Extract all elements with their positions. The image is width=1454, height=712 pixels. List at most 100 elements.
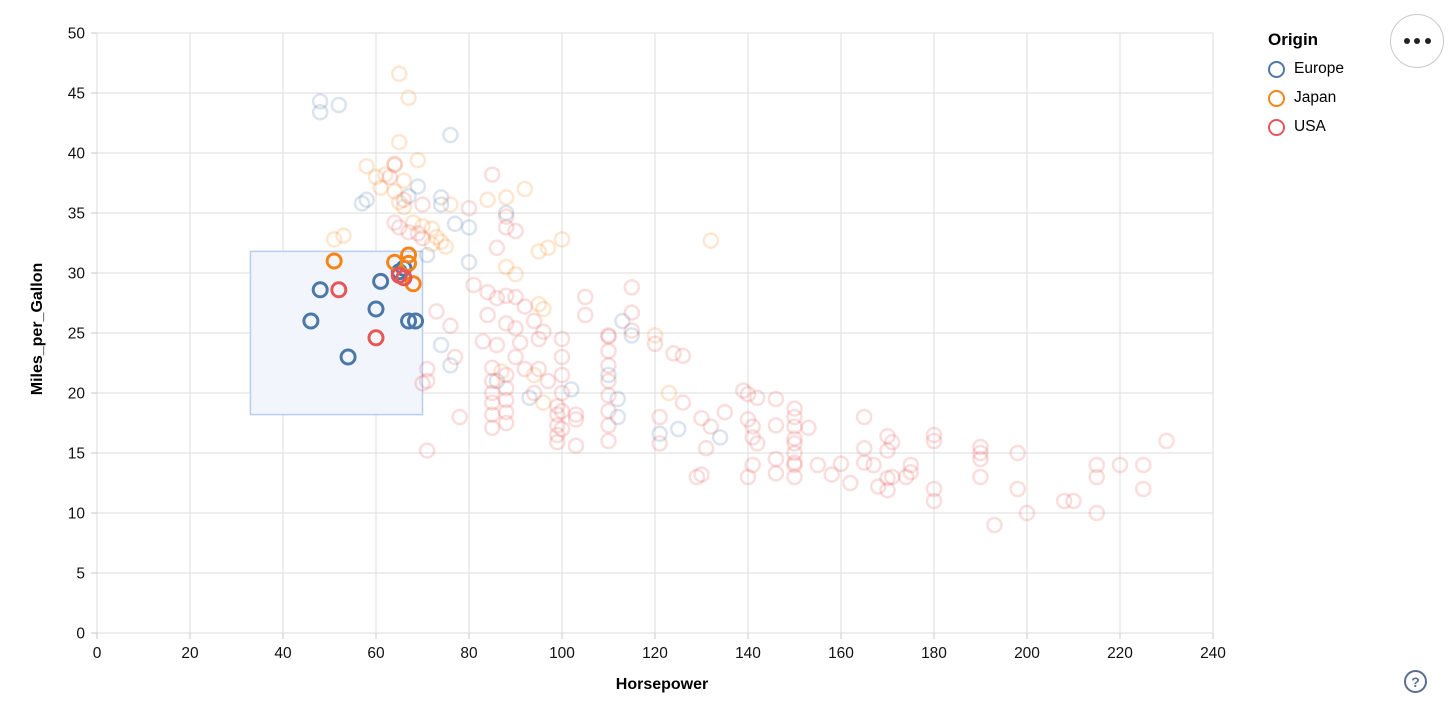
data-point[interactable] <box>925 492 943 510</box>
data-point[interactable] <box>744 429 761 446</box>
data-point[interactable] <box>460 199 478 217</box>
data-point[interactable] <box>986 516 1003 534</box>
data-point[interactable] <box>553 231 571 248</box>
data-point[interactable] <box>972 438 989 456</box>
data-point[interactable] <box>395 172 413 189</box>
data-point[interactable] <box>516 298 534 315</box>
data-point[interactable] <box>651 408 668 426</box>
data-point[interactable] <box>507 319 524 337</box>
data-point-selected[interactable] <box>400 246 418 264</box>
data-point-selected[interactable] <box>330 281 348 299</box>
data-point[interactable] <box>693 409 710 427</box>
data-point[interactable] <box>535 323 552 341</box>
data-point[interactable] <box>391 65 408 83</box>
data-point[interactable] <box>391 219 408 236</box>
data-point[interactable] <box>423 220 441 237</box>
data-point[interactable] <box>549 397 566 415</box>
data-point[interactable] <box>386 183 403 200</box>
data-point[interactable] <box>651 425 668 443</box>
data-point[interactable] <box>623 304 640 321</box>
data-point[interactable] <box>511 334 529 351</box>
data-point[interactable] <box>786 456 803 474</box>
data-point[interactable] <box>902 463 919 481</box>
data-point[interactable] <box>972 450 989 468</box>
data-point[interactable] <box>702 418 720 435</box>
data-point[interactable] <box>739 411 757 428</box>
data-point[interactable] <box>400 223 417 241</box>
data-point[interactable] <box>335 227 352 245</box>
data-point[interactable] <box>418 246 436 264</box>
data-point[interactable] <box>414 196 431 213</box>
data-point[interactable] <box>358 191 375 209</box>
data-point[interactable] <box>749 389 766 407</box>
data-point[interactable] <box>786 418 803 435</box>
data-point-selected[interactable] <box>311 281 329 299</box>
data-point[interactable] <box>418 372 436 390</box>
data-point[interactable] <box>600 327 617 344</box>
data-point[interactable] <box>600 417 617 434</box>
data-point[interactable] <box>539 372 557 390</box>
data-point[interactable] <box>739 468 757 486</box>
data-point[interactable] <box>437 238 454 255</box>
data-point[interactable] <box>972 468 989 486</box>
data-point[interactable] <box>842 474 859 492</box>
data-point[interactable] <box>623 322 640 339</box>
data-point[interactable] <box>386 156 403 174</box>
data-point-selected[interactable] <box>325 252 343 270</box>
data-point[interactable] <box>497 258 515 276</box>
data-point[interactable] <box>767 390 785 408</box>
data-point[interactable] <box>879 427 896 445</box>
data-point[interactable] <box>367 168 385 186</box>
data-point[interactable] <box>972 444 989 462</box>
data-point[interactable] <box>660 384 678 402</box>
data-point[interactable] <box>553 384 571 402</box>
data-point[interactable] <box>484 384 501 402</box>
data-point[interactable] <box>404 214 422 231</box>
data-point[interactable] <box>395 191 413 209</box>
data-point[interactable] <box>479 283 496 301</box>
data-point[interactable] <box>539 239 557 257</box>
data-point[interactable] <box>832 455 850 473</box>
data-point[interactable] <box>600 387 617 404</box>
data-point[interactable] <box>418 442 436 459</box>
data-point[interactable] <box>484 419 501 437</box>
data-point[interactable] <box>856 454 873 471</box>
data-point[interactable] <box>530 243 547 260</box>
data-point[interactable] <box>311 93 329 110</box>
data-point[interactable] <box>623 327 640 344</box>
data-point[interactable] <box>786 444 803 462</box>
data-point[interactable] <box>553 402 571 420</box>
data-point[interactable] <box>702 232 720 249</box>
data-point[interactable] <box>507 222 524 240</box>
data-point[interactable] <box>735 382 752 399</box>
data-point[interactable] <box>786 408 803 426</box>
data-point[interactable] <box>744 418 761 435</box>
data-point[interactable] <box>786 435 803 452</box>
data-point[interactable] <box>414 375 431 392</box>
data-point[interactable] <box>386 155 403 173</box>
data-point[interactable] <box>488 336 506 354</box>
data-point[interactable] <box>381 168 399 186</box>
data-point[interactable] <box>600 342 617 360</box>
data-point[interactable] <box>530 330 547 348</box>
data-point[interactable] <box>646 335 664 353</box>
data-point[interactable] <box>353 195 371 212</box>
data-point[interactable] <box>497 287 515 305</box>
data-point[interactable] <box>883 433 901 451</box>
data-point[interactable] <box>767 465 785 482</box>
data-point[interactable] <box>1111 456 1129 474</box>
data-point[interactable] <box>549 417 566 434</box>
data-point[interactable] <box>488 239 506 257</box>
data-point[interactable] <box>1065 492 1082 510</box>
data-point[interactable] <box>609 408 627 426</box>
data-point[interactable] <box>897 468 915 486</box>
data-point[interactable] <box>465 276 482 294</box>
data-point[interactable] <box>418 360 436 378</box>
data-point[interactable] <box>428 228 445 246</box>
help-button[interactable]: ? <box>1404 670 1427 693</box>
data-point[interactable] <box>460 219 478 236</box>
actions-menu-button[interactable] <box>1390 14 1444 68</box>
data-point[interactable] <box>600 366 617 384</box>
data-point[interactable] <box>553 420 571 438</box>
